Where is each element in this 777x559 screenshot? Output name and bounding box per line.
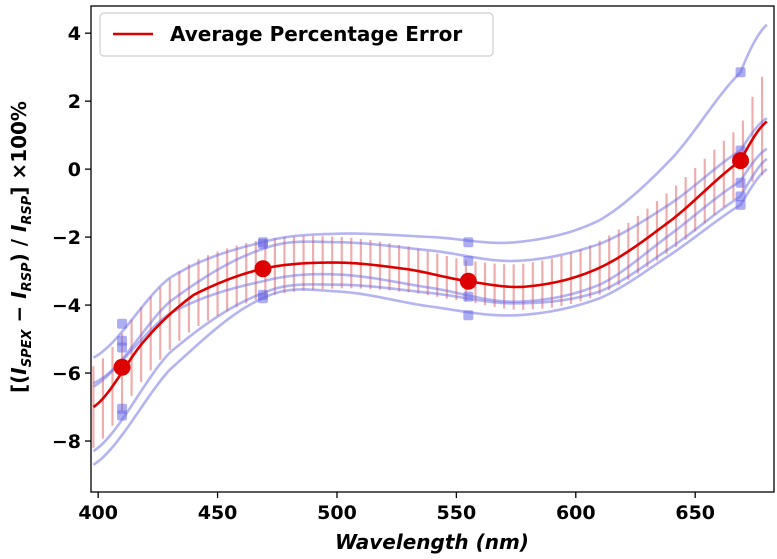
x-tick-label: 450 xyxy=(198,502,238,524)
individual-fit-line-4 xyxy=(92,157,768,453)
individual-point xyxy=(463,291,474,302)
individual-point xyxy=(117,342,128,353)
individual-point xyxy=(117,410,128,421)
average-data-points xyxy=(113,152,750,376)
average-fit-path xyxy=(92,120,768,409)
legend: Average Percentage Error xyxy=(99,12,494,57)
y-axis-title-open: [( xyxy=(7,375,31,393)
individual-fit-line-2 xyxy=(92,117,768,388)
individual-data-points xyxy=(117,67,746,421)
x-tick-label: 600 xyxy=(556,502,596,524)
x-tick-label: 550 xyxy=(437,502,477,524)
y-tick-label: −2 xyxy=(52,227,81,249)
x-axis-ticks: 400 450 500 550 600 650 xyxy=(78,492,715,524)
y-tick-label: −8 xyxy=(52,431,81,453)
individual-point xyxy=(463,237,474,248)
x-tick-label: 650 xyxy=(675,502,715,524)
individual-point xyxy=(463,310,474,321)
individual-point xyxy=(257,293,268,304)
average-fit-line xyxy=(92,120,768,409)
y-tick-label: 2 xyxy=(68,91,81,113)
average-point xyxy=(113,358,131,376)
average-point xyxy=(732,152,750,170)
individual-point xyxy=(735,199,746,210)
individual-fit-line-5 xyxy=(92,168,768,466)
individual-fit-line-1 xyxy=(92,23,768,359)
x-tick-label: 500 xyxy=(317,502,357,524)
y-axis-ticks: −8 −6 −4 −2 0 2 4 xyxy=(52,23,91,453)
average-point xyxy=(459,272,477,290)
y-tick-label: 0 xyxy=(68,159,81,181)
x-tick-label: 400 xyxy=(78,502,118,524)
plot-frame xyxy=(90,5,775,493)
individual-point xyxy=(735,67,746,78)
individual-point xyxy=(257,238,268,249)
legend-label: Average Percentage Error xyxy=(170,22,462,46)
individual-fit-line-3 xyxy=(92,147,768,385)
individual-point xyxy=(463,255,474,266)
y-tick-label: −4 xyxy=(52,295,81,317)
individual-point xyxy=(735,177,746,188)
y-tick-label: −6 xyxy=(52,363,81,385)
y-axis-title: [(ISPEX − IRSP) / IRSP] ×100% xyxy=(7,101,35,393)
y-tick-label: 4 xyxy=(68,23,81,45)
individual-point xyxy=(117,318,128,329)
x-axis-title: Wavelength (nm) xyxy=(335,530,529,554)
average-point xyxy=(254,260,272,278)
error-bars xyxy=(92,76,764,448)
individual-point xyxy=(735,191,746,202)
individual-fit-lines xyxy=(92,23,768,466)
legend-box xyxy=(99,12,494,57)
